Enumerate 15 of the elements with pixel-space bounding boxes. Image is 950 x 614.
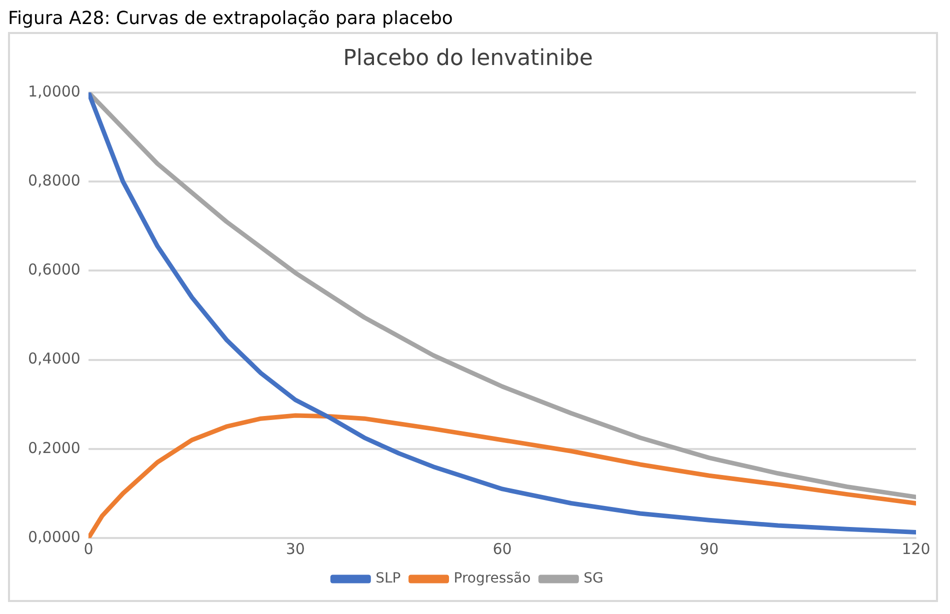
legend-label: Progressão: [454, 570, 531, 587]
chart-title: Placebo do lenvatinibe: [343, 46, 593, 71]
legend-label: SLP: [376, 570, 401, 587]
y-tick-label: 0,2000: [28, 438, 80, 457]
x-tick-label: 120: [902, 540, 930, 558]
x-tick-label: 0: [84, 540, 94, 558]
y-tick-label: 0,0000: [28, 528, 80, 546]
y-tick-label: 0,8000: [28, 171, 80, 190]
y-tick-label: 1,0000: [28, 82, 80, 100]
x-tick-label: 30: [286, 540, 305, 558]
y-tick-label: 0,6000: [28, 260, 80, 279]
x-tick-label: 60: [492, 540, 512, 558]
x-tick-label: 90: [700, 540, 719, 558]
text: Figura A28: Curvas de extrapolação para placebo: [8, 8, 454, 31]
y-tick-label: 0,4000: [28, 350, 80, 368]
